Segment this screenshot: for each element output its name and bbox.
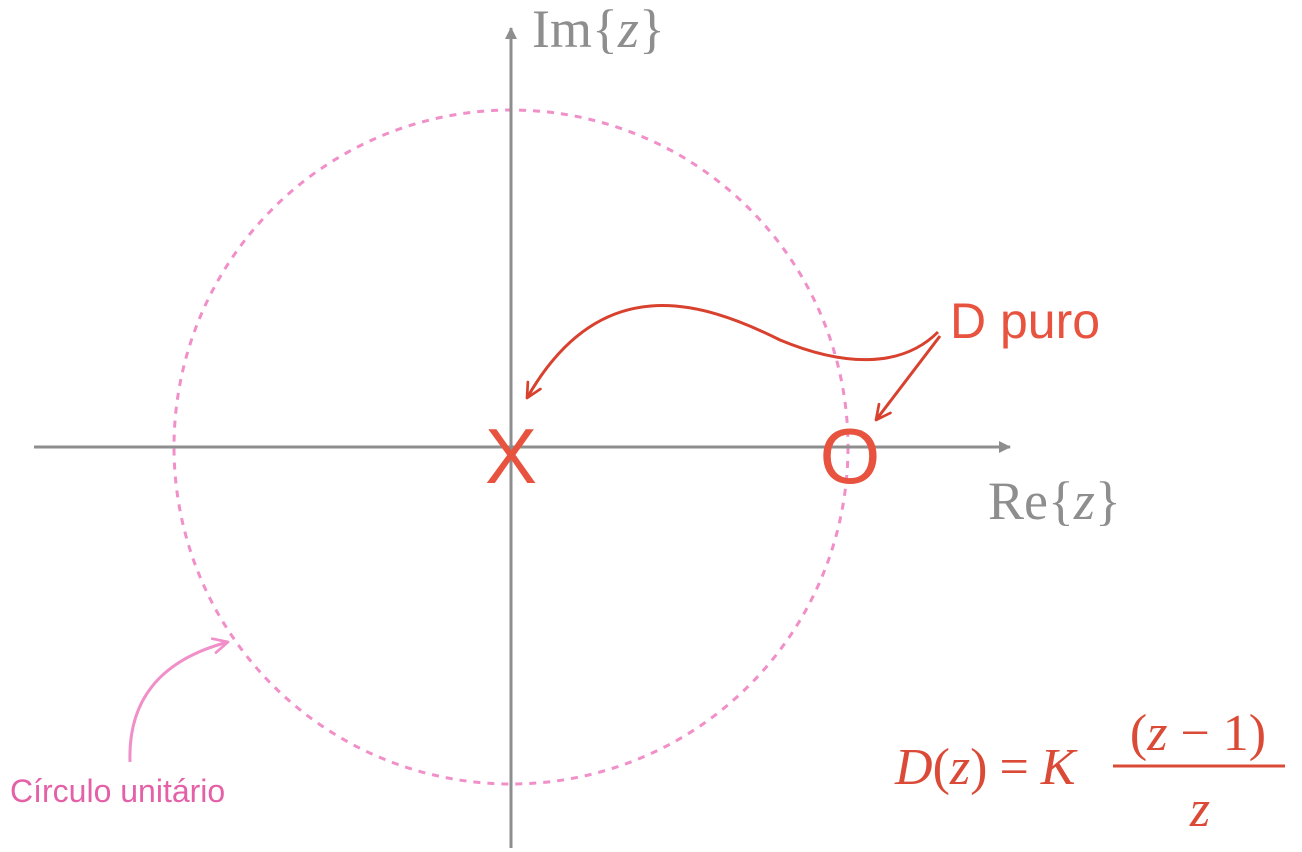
formula-denominator: z (1189, 781, 1210, 838)
formula-numerator: (z − 1) (1130, 705, 1266, 762)
unit-circle-label: Círculo unitário (10, 773, 225, 809)
pole-marker: X (485, 412, 537, 500)
arrow-to-zero (874, 335, 942, 422)
unit-circle-arrow (128, 637, 230, 763)
real-axis-label: Re{z} (988, 471, 1121, 531)
zero-marker: O (820, 412, 881, 500)
arrow-to-pole (525, 304, 940, 400)
controller-label: D puro (950, 293, 1100, 349)
formula-lhs: D(z) = K (894, 739, 1078, 796)
transfer-function-formula: D(z) = K (z − 1) z (894, 705, 1285, 838)
imaginary-axis-label: Im{z} (532, 0, 665, 59)
